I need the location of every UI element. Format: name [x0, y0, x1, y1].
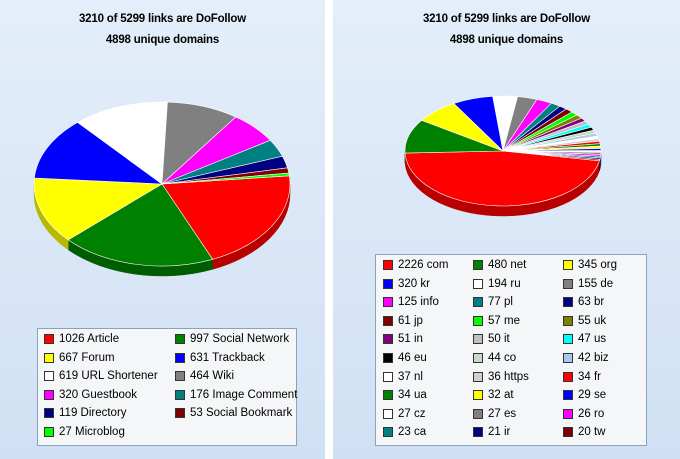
legend-swatch	[473, 371, 483, 382]
legend-label: 42 biz	[578, 352, 609, 364]
legend-label: 46 eu	[398, 352, 427, 364]
legend-swatch	[175, 371, 185, 382]
legend-label: 194 ru	[488, 277, 521, 290]
legend-swatch	[383, 427, 393, 438]
legend-swatch	[44, 389, 54, 400]
legend-swatch	[383, 353, 393, 363]
pie-slice-0-997-social-network[interactable]	[67, 183, 214, 267]
legend-swatch	[383, 371, 393, 382]
legend-label: 320 kr	[398, 277, 430, 290]
pie-slice-0-667-forum[interactable]	[33, 177, 164, 241]
legend-swatch	[563, 297, 573, 308]
pie-slice-0-1026-article[interactable]	[161, 175, 291, 260]
legend-label: 21 ir	[488, 426, 511, 439]
right-chart-legend: 2226 com 480 net 345 org 320 kr 194 ru 155 de…	[375, 254, 647, 446]
legend-label: 50 it	[488, 333, 510, 346]
legend-label: 37 nl	[398, 370, 423, 383]
legend-swatch	[563, 353, 573, 363]
legend-swatch	[44, 352, 54, 363]
legend-label: 27 cz	[398, 407, 426, 420]
legend-swatch	[383, 297, 393, 308]
legend-label: 119 Directory	[59, 407, 127, 420]
pie-slice-1-20-tw[interactable]	[502, 150, 601, 162]
legend-label: 34 fr	[578, 370, 602, 383]
legend-label: 63 br	[578, 296, 605, 309]
legend-swatch	[563, 334, 573, 345]
legend-swatch	[383, 390, 393, 401]
legend-swatch	[563, 278, 573, 289]
legend-swatch	[563, 315, 573, 326]
legend-swatch	[383, 260, 393, 270]
legend-label: 1026 Article	[59, 333, 120, 345]
legend-label: 125 info	[398, 296, 439, 309]
legend-swatch	[44, 427, 54, 437]
legend-label: 32 at	[488, 389, 514, 402]
legend-label: 57 me	[488, 314, 520, 327]
legend-swatch	[383, 278, 393, 289]
legend-swatch	[473, 315, 483, 326]
legend-swatch	[563, 427, 573, 438]
pie-slice-0-27-microblog[interactable]	[161, 172, 290, 185]
legend-label: 36 https	[488, 370, 529, 383]
legend-swatch	[473, 297, 483, 308]
legend-label: 44 co	[488, 352, 517, 364]
legend-label: 55 uk	[578, 314, 607, 327]
legend-label: 27 Microblog	[59, 426, 125, 438]
legend-label: 29 se	[578, 389, 607, 402]
legend-label: 464 Wiki	[190, 370, 235, 383]
legend-swatch	[473, 427, 483, 438]
legend-swatch	[44, 334, 54, 344]
pie-slice-0-619-url-shortener[interactable]	[77, 101, 168, 185]
legend-swatch	[175, 352, 185, 363]
legend-swatch	[383, 334, 393, 345]
legend-label: 27 es	[488, 407, 517, 420]
legend-swatch	[473, 260, 483, 270]
left-pie-chart	[33, 101, 291, 277]
legend-swatch	[175, 408, 185, 419]
legend-label: 631 Trackback	[190, 351, 265, 364]
legend-label: 53 Social Bookmark	[190, 407, 293, 420]
legend-swatch	[383, 408, 393, 419]
legend-label: 51 in	[398, 333, 423, 346]
legend-swatch	[175, 334, 185, 344]
legend-swatch	[563, 408, 573, 419]
left-chart-subtitle: 4898 unique domains	[105, 34, 220, 46]
legend-swatch	[473, 408, 483, 419]
legend-label: 667 Forum	[59, 351, 115, 364]
legend-label: 619 URL Shortener	[59, 370, 158, 383]
legend-swatch	[383, 315, 393, 326]
left-chart-legend: 1026 Article 997 Social Network 667 Forum 6…	[37, 328, 297, 446]
pie-slice-0-631-trackback[interactable]	[34, 122, 163, 185]
legend-label: 2226 com	[398, 259, 449, 271]
legend-label: 997 Social Network	[190, 333, 290, 345]
right-chart-title: 3210 of 5299 links are DoFollow	[422, 13, 590, 25]
legend-label: 155 de	[578, 277, 614, 290]
right-pie-chart	[404, 95, 602, 217]
legend-swatch	[473, 353, 483, 363]
legend-label: 20 tw	[578, 426, 606, 439]
legend-swatch	[175, 389, 185, 400]
legend-swatch	[563, 260, 573, 270]
legend-swatch	[44, 371, 54, 382]
legend-swatch	[44, 408, 54, 419]
legend-label: 77 pl	[488, 296, 513, 309]
legend-label: 23 ca	[398, 426, 427, 439]
legend-label: 176 Image Comment	[190, 388, 298, 401]
legend-label: 47 us	[578, 333, 607, 346]
legend-swatch	[473, 390, 483, 401]
legend-swatch	[563, 390, 573, 401]
left-chart-title: 3210 of 5299 links are DoFollow	[78, 13, 246, 25]
legend-label: 61 jp	[398, 314, 423, 327]
legend-label: 345 org	[578, 259, 618, 271]
legend-swatch	[473, 278, 483, 289]
legend-label: 320 Guestbook	[59, 388, 138, 401]
legend-label: 34 ua	[398, 389, 427, 402]
legend-swatch	[563, 371, 573, 382]
legend-swatch	[473, 334, 483, 345]
legend-label: 26 ro	[578, 407, 605, 420]
legend-label: 480 net	[488, 259, 527, 271]
pie-slice-1-2226-com[interactable]	[404, 150, 600, 207]
right-chart-subtitle: 4898 unique domains	[449, 34, 564, 46]
